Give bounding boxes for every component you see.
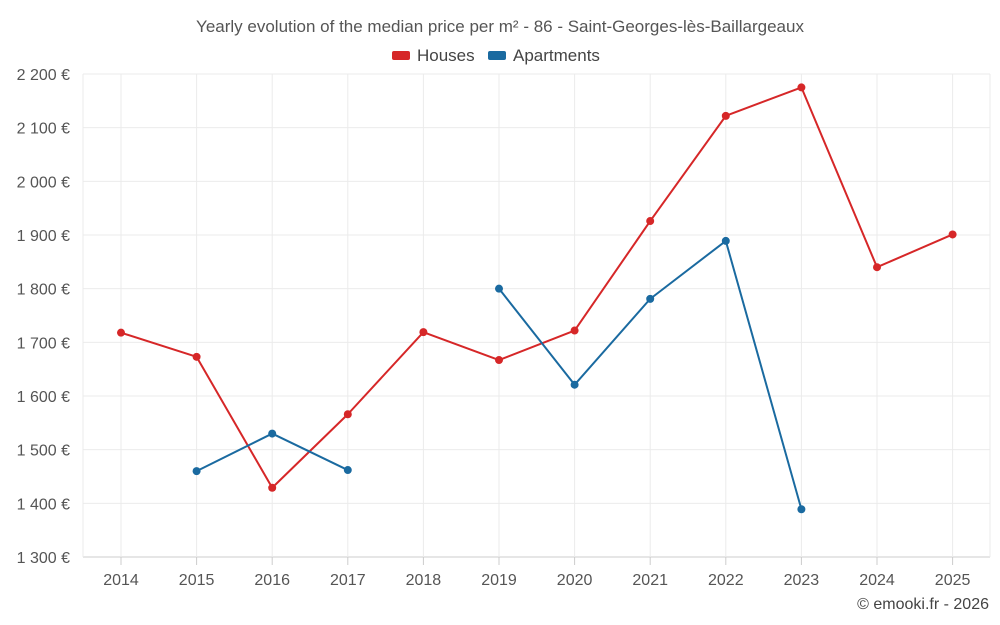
- y-tick-label: 2 000 €: [17, 174, 70, 191]
- data-point: [948, 230, 957, 239]
- data-point: [721, 236, 730, 245]
- y-tick-label: 1 700 €: [17, 335, 70, 352]
- legend-label-apartments: Apartments: [513, 46, 600, 65]
- data-point: [570, 326, 579, 335]
- x-tick-label: 2025: [935, 572, 971, 589]
- x-tick-label: 2021: [632, 572, 668, 589]
- data-point: [343, 466, 352, 475]
- y-tick-label: 2 100 €: [17, 121, 70, 138]
- chart-title: Yearly evolution of the median price per…: [196, 17, 804, 36]
- data-point: [192, 352, 201, 361]
- data-point: [343, 410, 352, 419]
- data-point: [646, 217, 655, 226]
- gridlines: [82, 73, 991, 558]
- y-tick-label: 1 300 €: [17, 550, 70, 567]
- x-tick-label: 2023: [784, 572, 820, 589]
- x-tick-label: 2019: [481, 572, 517, 589]
- data-point: [495, 356, 503, 365]
- x-tick-label: 2016: [254, 572, 290, 589]
- series-apartments: [192, 236, 806, 514]
- legend-swatch-apartments: [488, 51, 506, 60]
- y-tick-label: 2 200 €: [17, 67, 70, 84]
- credit-text: © emooki.fr - 2026: [857, 596, 989, 613]
- x-tick-label: 2017: [330, 572, 366, 589]
- data-point: [873, 263, 881, 272]
- y-axis: 1 300 € 1 400 € 1 500 € 1 600 € 1 700 € 1 800…: [17, 67, 70, 567]
- data-point: [495, 284, 503, 293]
- data-point: [117, 328, 125, 337]
- legend-swatch-houses: [392, 51, 410, 60]
- series-houses: [117, 83, 957, 492]
- legend-label-houses: Houses: [417, 46, 475, 65]
- y-tick-label: 1 400 €: [17, 496, 70, 513]
- x-tick-label: 2022: [708, 572, 744, 589]
- x-tick-label: 2024: [859, 572, 895, 589]
- y-tick-label: 1 500 €: [17, 443, 70, 460]
- x-tick-label: 2015: [179, 572, 215, 589]
- data-point: [268, 429, 277, 438]
- y-tick-label: 1 600 €: [17, 389, 70, 406]
- data-point: [721, 111, 730, 120]
- data-point: [419, 328, 428, 337]
- data-point: [268, 483, 277, 492]
- x-axis: 2014 2015 2016 2017 2018 2019 2020 2021 2022 2023…: [103, 557, 970, 589]
- x-tick-label: 2014: [103, 572, 139, 589]
- x-tick-label: 2018: [406, 572, 442, 589]
- data-point: [797, 83, 806, 92]
- x-tick-label: 2020: [557, 572, 593, 589]
- data-point: [192, 467, 201, 476]
- series-line: [120, 86, 953, 489]
- y-tick-label: 1 800 €: [17, 282, 70, 299]
- legend: Houses Apartments: [392, 46, 600, 65]
- data-point: [646, 294, 655, 303]
- series-group: [117, 83, 957, 514]
- data-point: [570, 380, 579, 389]
- y-tick-label: 1 900 €: [17, 228, 70, 245]
- data-point: [797, 505, 806, 514]
